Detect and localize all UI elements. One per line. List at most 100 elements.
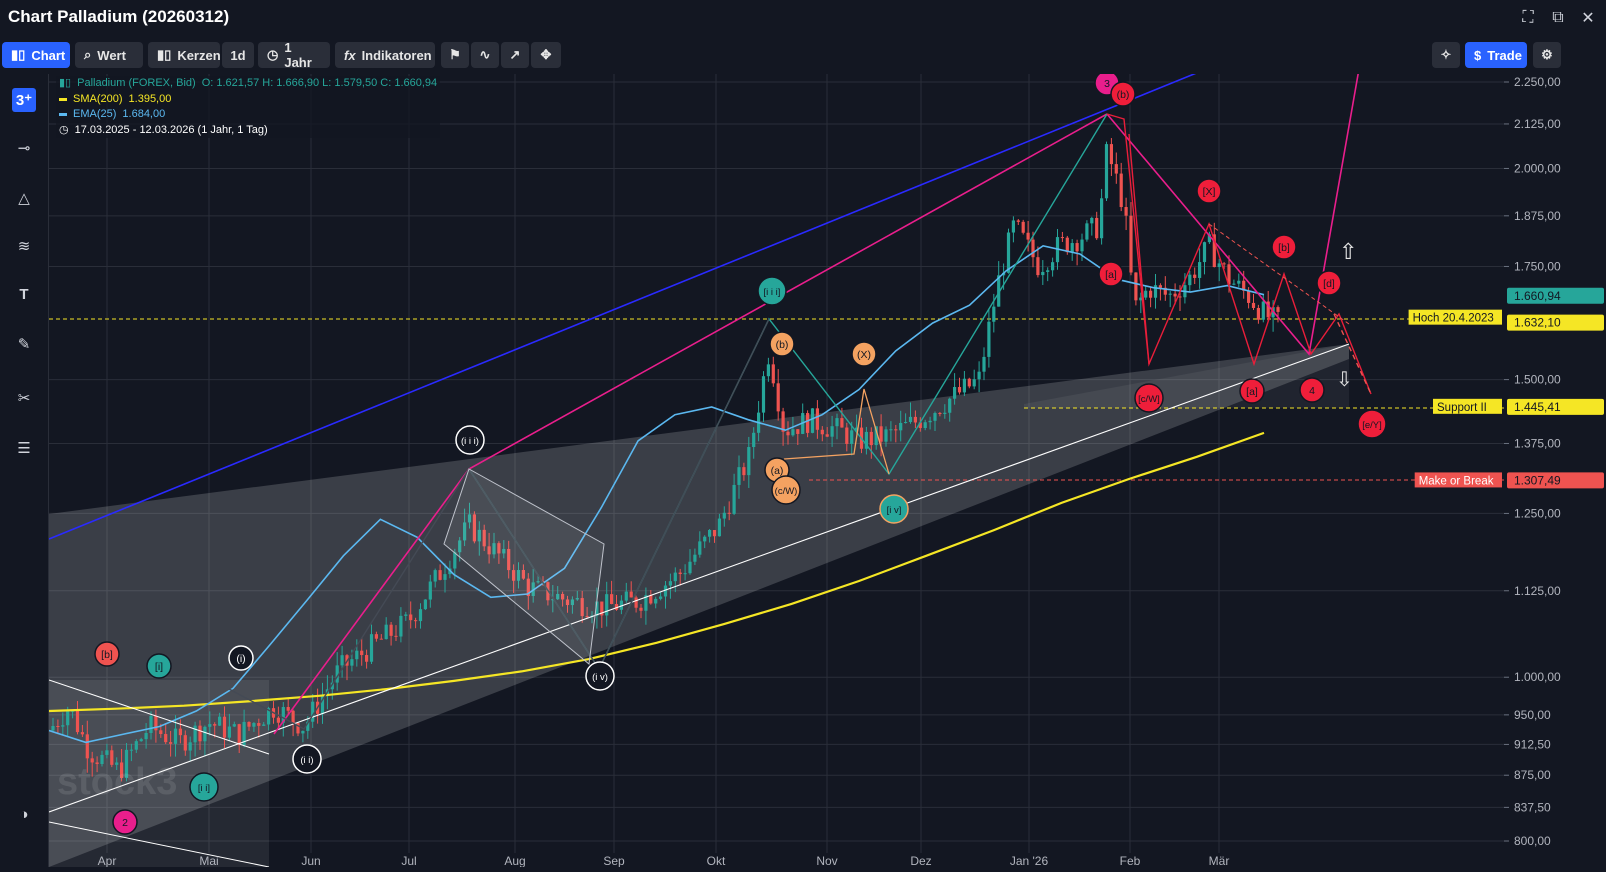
candle-body: [105, 750, 109, 755]
line-tool-icon[interactable]: ⊸: [17, 140, 31, 157]
candle-body: [1242, 280, 1246, 291]
ema-swatch: [59, 113, 67, 117]
wave-label[interactable]: (i i): [292, 744, 322, 774]
wave-label[interactable]: (b): [1110, 81, 1136, 107]
brush-tool-icon[interactable]: ✎: [17, 336, 31, 353]
candle-body: [164, 734, 168, 743]
bookmark-button[interactable]: ⚑: [441, 42, 469, 68]
fullscreen-icon[interactable]: ⛶: [1522, 9, 1534, 26]
candle-body: [296, 723, 300, 734]
legend-range-row: ◷ 17.03.2025 - 12.03.2026 (1 Jahr, 1 Tag…: [56, 122, 441, 138]
candle-body: [1232, 283, 1236, 285]
strategy-button[interactable]: ✥: [531, 42, 561, 68]
chart-button[interactable]: ▮▯ Chart: [2, 42, 70, 68]
wave-label[interactable]: [d]: [1316, 270, 1342, 296]
price-chart[interactable]: [b] [i] (i) 2 [i i] (i i) (i i i) (i v) [i i i] (…: [48, 68, 1606, 868]
candle-body: [1109, 144, 1113, 165]
interval-button[interactable]: 1d: [222, 42, 254, 68]
level-label[interactable]: Make or Break: [1414, 472, 1502, 488]
popout-icon[interactable]: ⧉: [1552, 9, 1564, 26]
wave-label[interactable]: [c/W]: [1134, 383, 1164, 413]
candle-body: [80, 732, 84, 735]
candle-body: [355, 650, 359, 660]
candle-body: [173, 728, 178, 744]
candle-body: [918, 422, 922, 429]
text-tool-icon[interactable]: T: [19, 285, 29, 303]
svg-text:[i i]: [i i]: [198, 783, 210, 794]
level-label[interactable]: Support II: [1433, 398, 1502, 414]
wave-line-projection: [1106, 68, 1360, 356]
wert-button[interactable]: ⌕ Wert: [75, 42, 143, 68]
svg-text:(i): (i): [236, 653, 245, 665]
svg-text:Make or Break: Make or Break: [1419, 475, 1494, 487]
wave-label[interactable]: 4: [1299, 377, 1325, 403]
wave-label[interactable]: [e/Y]: [1357, 409, 1387, 439]
svg-text:(b): (b): [776, 339, 789, 351]
candle-body: [340, 655, 344, 666]
wave-label[interactable]: [X]: [1196, 178, 1222, 204]
elliott-wave-icon[interactable]: 3⁺: [12, 88, 36, 112]
tools-icon[interactable]: ✂: [17, 390, 31, 407]
candle-body: [1100, 198, 1104, 239]
wave-label[interactable]: (i v): [585, 661, 615, 691]
candle-body: [585, 616, 589, 618]
x-tick-label: Jun: [301, 854, 320, 867]
legend-sma-row[interactable]: SMA(200) 1.395,00: [56, 91, 441, 107]
fibonacci-tool-icon[interactable]: ≋: [17, 238, 31, 255]
settings-button[interactable]: ⚙: [1533, 42, 1561, 68]
sma-swatch: [59, 97, 67, 101]
magic-button[interactable]: ✧: [1432, 42, 1460, 68]
compare-button[interactable]: ∿: [471, 42, 499, 68]
candle-body: [1256, 307, 1260, 320]
candle-body: [967, 378, 971, 387]
candle-body: [977, 371, 981, 380]
wave-label[interactable]: 2: [112, 809, 138, 835]
svg-text:[d]: [d]: [1323, 278, 1335, 290]
close-icon[interactable]: ✕: [1581, 10, 1595, 27]
level-label[interactable]: Hoch 20.4.2023: [1408, 309, 1502, 325]
candle-body: [771, 364, 775, 384]
candle-body: [61, 725, 65, 727]
candle-body: [923, 422, 927, 429]
period-button[interactable]: ◷ 1 Jahr: [258, 40, 330, 70]
candles: [51, 138, 1280, 782]
wave-label[interactable]: [i]: [146, 653, 172, 679]
legend-ema-row[interactable]: EMA(25) 1.684,00: [56, 107, 441, 123]
chart-area[interactable]: [b] [i] (i) 2 [i i] (i i) (i i i) (i v) [i i i] (…: [48, 68, 1606, 868]
layers-icon[interactable]: ☰: [17, 440, 31, 457]
candle-body: [262, 724, 266, 726]
watermark-logo: stock3: [57, 761, 177, 803]
wave-label[interactable]: (c/W): [771, 475, 801, 505]
y-tick-label: 1.375,00: [1514, 436, 1561, 450]
svg-text:(X): (X): [857, 349, 871, 361]
candle-body: [943, 412, 947, 414]
wave-label[interactable]: [i v]: [879, 494, 909, 524]
candles-icon: ▮▯: [11, 47, 26, 62]
candle-body: [252, 723, 256, 727]
wave-label[interactable]: [b]: [94, 641, 120, 667]
wave-label[interactable]: (i i i): [455, 425, 485, 455]
candle-body: [972, 379, 976, 387]
candle-type-button[interactable]: ▮▯ Kerzen: [148, 42, 221, 68]
candle-body: [418, 609, 423, 622]
candle-body: [482, 529, 486, 547]
wave-label[interactable]: [a]: [1239, 378, 1265, 404]
legend-sma-value: 1.395,00: [128, 92, 172, 105]
wave-label[interactable]: [a]: [1098, 261, 1124, 287]
wave-label[interactable]: [i i]: [189, 772, 219, 802]
projection-dash: [1333, 313, 1372, 395]
triangle-tool-icon[interactable]: △: [18, 190, 30, 207]
wave-label[interactable]: [b]: [1271, 234, 1297, 260]
draw-button[interactable]: ↗: [501, 42, 529, 68]
theme-toggle-icon[interactable]: ◑: [19, 805, 29, 823]
wave-label[interactable]: (i): [228, 645, 254, 671]
wave-label[interactable]: [i i i]: [757, 276, 787, 306]
indicators-button[interactable]: fx Indikatoren: [335, 42, 435, 68]
trade-button[interactable]: $ Trade: [1465, 42, 1527, 68]
candle-body: [1129, 215, 1133, 273]
candle-body: [644, 595, 648, 611]
svg-text:3: 3: [1104, 78, 1110, 90]
wave-label[interactable]: (X): [851, 341, 877, 367]
candle-body: [291, 710, 295, 724]
wave-label[interactable]: (b): [769, 331, 795, 357]
